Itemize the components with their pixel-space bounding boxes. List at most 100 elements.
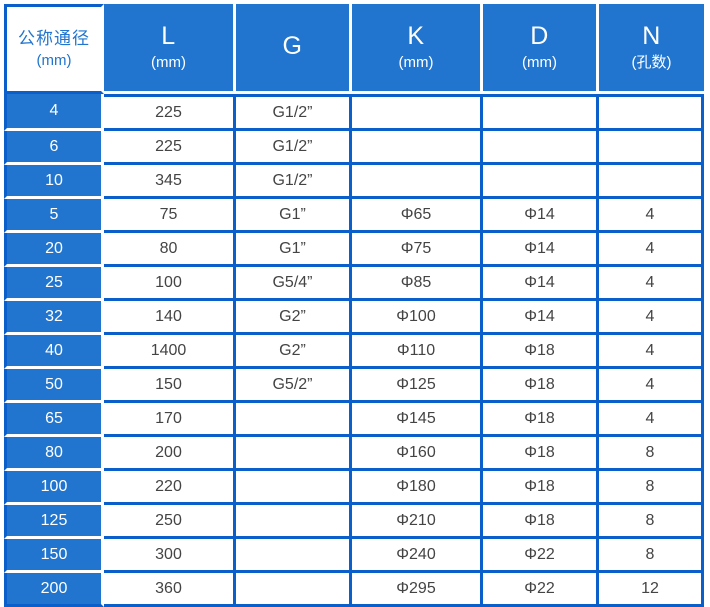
cell-k <box>352 131 483 165</box>
cell-g: G5/2” <box>236 369 352 403</box>
column-header-n-title: N <box>642 22 661 50</box>
table-row: 4 225 G1/2” <box>4 94 704 131</box>
cell-l: 100 <box>104 267 236 301</box>
column-header-dn: 公称通径 (mm) <box>4 4 104 94</box>
cell-d: Φ18 <box>483 403 599 437</box>
cell-k: Φ295 <box>352 573 483 607</box>
cell-d: Φ14 <box>483 301 599 335</box>
column-header-k-unit: (mm) <box>398 54 434 71</box>
column-header-n: N (孔数) <box>599 4 704 94</box>
cell-d: Φ14 <box>483 199 599 233</box>
cell-nominal-diameter: 65 <box>4 403 104 437</box>
cell-nominal-diameter: 125 <box>4 505 104 539</box>
cell-g <box>236 403 352 437</box>
table-row: 6 225 G1/2” <box>4 131 704 165</box>
cell-k: Φ110 <box>352 335 483 369</box>
cell-g: G2” <box>236 301 352 335</box>
table-row: 5 75 G1” Φ65 Φ14 4 <box>4 199 704 233</box>
cell-nominal-diameter: 150 <box>4 539 104 573</box>
cell-nominal-diameter: 100 <box>4 471 104 505</box>
table-row: 20 80 G1” Φ75 Φ14 4 <box>4 233 704 267</box>
cell-g: G1” <box>236 199 352 233</box>
spec-table-container: 公称通径 (mm) L (mm) G K (mm) D (mm) <box>4 4 704 607</box>
cell-g: G1/2” <box>236 94 352 131</box>
cell-l: 200 <box>104 437 236 471</box>
header-row: 公称通径 (mm) L (mm) G K (mm) D (mm) <box>4 4 704 94</box>
cell-l: 75 <box>104 199 236 233</box>
cell-d: Φ14 <box>483 267 599 301</box>
column-header-k: K (mm) <box>352 4 483 94</box>
column-header-l-title: L <box>161 22 176 50</box>
cell-nominal-diameter: 50 <box>4 369 104 403</box>
cell-nominal-diameter: 40 <box>4 335 104 369</box>
table-row: 10 345 G1/2” <box>4 165 704 199</box>
table-row: 200 360 Φ295 Φ22 12 <box>4 573 704 607</box>
cell-l: 345 <box>104 165 236 199</box>
cell-d: Φ14 <box>483 233 599 267</box>
table-row: 32 140 G2” Φ100 Φ14 4 <box>4 301 704 335</box>
cell-d <box>483 131 599 165</box>
cell-k: Φ125 <box>352 369 483 403</box>
cell-n: 8 <box>599 437 704 471</box>
table-row: 125 250 Φ210 Φ18 8 <box>4 505 704 539</box>
cell-l: 225 <box>104 94 236 131</box>
cell-g: G2” <box>236 335 352 369</box>
cell-n: 8 <box>599 505 704 539</box>
cell-nominal-diameter: 80 <box>4 437 104 471</box>
cell-k: Φ210 <box>352 505 483 539</box>
cell-n: 12 <box>599 573 704 607</box>
cell-d: Φ18 <box>483 471 599 505</box>
cell-nominal-diameter: 10 <box>4 165 104 199</box>
cell-n: 4 <box>599 267 704 301</box>
cell-l: 220 <box>104 471 236 505</box>
table-row: 40 1400 G2” Φ110 Φ18 4 <box>4 335 704 369</box>
cell-d: Φ18 <box>483 369 599 403</box>
cell-l: 225 <box>104 131 236 165</box>
cell-g: G1/2” <box>236 165 352 199</box>
cell-k: Φ180 <box>352 471 483 505</box>
cell-d <box>483 94 599 131</box>
cell-d: Φ18 <box>483 505 599 539</box>
cell-g <box>236 437 352 471</box>
cell-l: 150 <box>104 369 236 403</box>
cell-nominal-diameter: 20 <box>4 233 104 267</box>
cell-nominal-diameter: 25 <box>4 267 104 301</box>
column-header-d: D (mm) <box>483 4 599 94</box>
cell-n: 4 <box>599 199 704 233</box>
cell-l: 360 <box>104 573 236 607</box>
valve-dimension-table: 公称通径 (mm) L (mm) G K (mm) D (mm) <box>4 4 704 607</box>
cell-g: G5/4” <box>236 267 352 301</box>
cell-k <box>352 165 483 199</box>
cell-l: 250 <box>104 505 236 539</box>
cell-nominal-diameter: 6 <box>4 131 104 165</box>
cell-d: Φ22 <box>483 573 599 607</box>
cell-k: Φ160 <box>352 437 483 471</box>
table-row: 25 100 G5/4” Φ85 Φ14 4 <box>4 267 704 301</box>
cell-g <box>236 539 352 573</box>
cell-k <box>352 94 483 131</box>
column-header-g-title: G <box>282 32 303 60</box>
table-row: 80 200 Φ160 Φ18 8 <box>4 437 704 471</box>
column-header-d-unit: (mm) <box>522 54 557 71</box>
column-header-l-unit: (mm) <box>151 54 186 71</box>
column-header-n-unit: (孔数) <box>631 54 672 71</box>
cell-n: 4 <box>599 335 704 369</box>
cell-d <box>483 165 599 199</box>
cell-g <box>236 471 352 505</box>
cell-n: 8 <box>599 471 704 505</box>
table-row: 50 150 G5/2” Φ125 Φ18 4 <box>4 369 704 403</box>
cell-nominal-diameter: 4 <box>4 94 104 131</box>
cell-n <box>599 94 704 131</box>
cell-nominal-diameter: 5 <box>4 199 104 233</box>
cell-g: G1” <box>236 233 352 267</box>
cell-l: 140 <box>104 301 236 335</box>
column-header-k-title: K <box>407 22 425 50</box>
cell-g <box>236 505 352 539</box>
cell-n: 4 <box>599 403 704 437</box>
cell-k: Φ100 <box>352 301 483 335</box>
cell-l: 80 <box>104 233 236 267</box>
column-header-dn-unit: (mm) <box>36 51 72 69</box>
cell-k: Φ145 <box>352 403 483 437</box>
table-row: 100 220 Φ180 Φ18 8 <box>4 471 704 505</box>
cell-l: 1400 <box>104 335 236 369</box>
